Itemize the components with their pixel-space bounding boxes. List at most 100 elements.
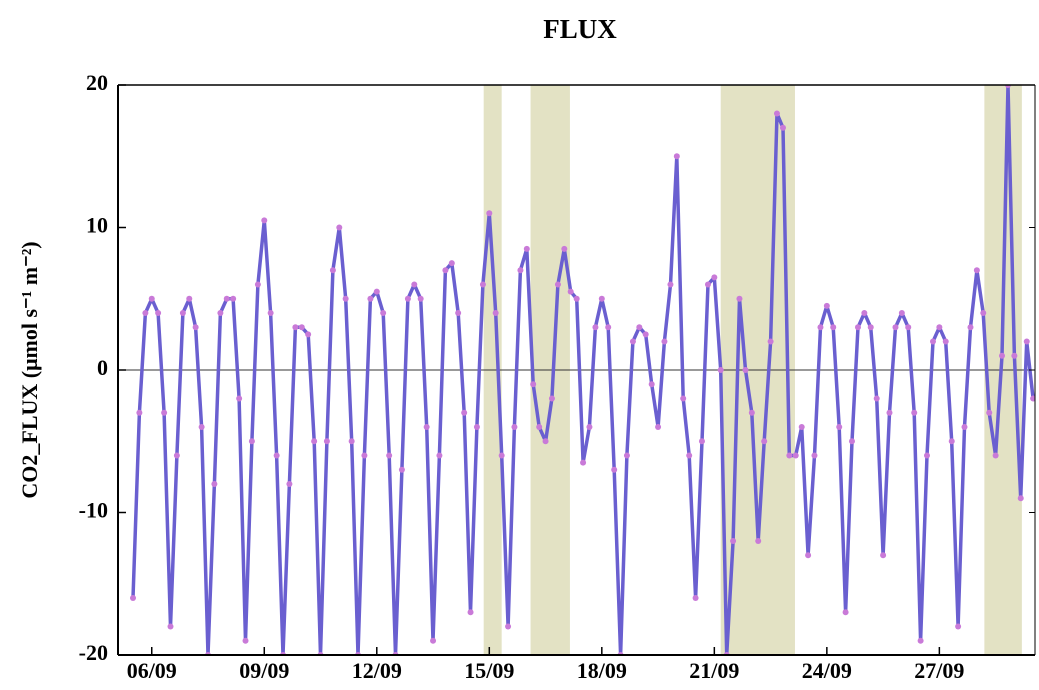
data-point — [511, 424, 518, 430]
data-point — [248, 438, 255, 445]
data-point — [198, 424, 205, 430]
data-point — [730, 538, 737, 544]
data-point — [711, 274, 718, 281]
data-point — [211, 481, 218, 487]
data-point — [1023, 338, 1030, 345]
x-tick-label: 21/09 — [689, 658, 739, 683]
chart-title: FLUX — [543, 14, 617, 44]
data-point — [823, 302, 830, 309]
data-point — [404, 295, 411, 302]
data-point — [611, 466, 618, 473]
data-point — [873, 395, 880, 402]
data-point — [298, 324, 305, 331]
data-point — [779, 124, 786, 131]
data-point — [955, 623, 962, 630]
data-point — [479, 281, 486, 288]
data-point — [548, 395, 555, 402]
data-point — [523, 245, 530, 252]
y-tick-label: 10 — [86, 213, 108, 238]
data-point — [142, 310, 149, 316]
data-point — [605, 324, 612, 331]
data-point — [592, 324, 599, 331]
data-point — [286, 481, 293, 487]
data-point — [505, 623, 512, 630]
y-tick-label: -10 — [79, 498, 108, 523]
data-point — [586, 424, 593, 430]
data-point — [836, 424, 843, 430]
x-tick-label: 06/09 — [127, 658, 177, 683]
data-point — [336, 224, 343, 231]
data-point — [386, 452, 393, 459]
x-tick-label: 24/09 — [802, 658, 852, 683]
data-point — [704, 281, 711, 288]
data-point — [655, 424, 662, 430]
data-point — [236, 395, 243, 402]
data-point — [473, 424, 480, 430]
data-point — [186, 295, 193, 302]
data-point — [998, 352, 1005, 359]
data-point — [698, 438, 705, 445]
data-point — [430, 637, 437, 644]
data-point — [155, 310, 162, 316]
plot-area — [118, 85, 1035, 655]
data-point — [261, 217, 268, 224]
data-point — [192, 324, 199, 331]
data-point — [623, 452, 630, 459]
x-tick-label: 18/09 — [577, 658, 627, 683]
data-point — [892, 324, 899, 331]
data-point — [854, 324, 861, 331]
data-point — [805, 552, 812, 559]
data-point — [629, 338, 636, 345]
data-point — [292, 324, 299, 331]
data-point — [680, 395, 687, 402]
data-point — [748, 409, 755, 416]
data-point — [230, 295, 237, 302]
y-tick-label: -20 — [79, 640, 108, 665]
data-point — [530, 381, 537, 388]
data-point — [1011, 352, 1018, 359]
data-point — [461, 409, 468, 416]
data-point — [423, 424, 430, 430]
data-point — [348, 438, 355, 445]
data-point — [692, 595, 699, 601]
data-point — [305, 331, 312, 338]
y-tick-label: 0 — [97, 355, 108, 380]
data-point — [380, 310, 387, 316]
data-point — [736, 295, 743, 302]
data-point — [161, 409, 168, 416]
data-point — [398, 466, 405, 473]
data-point — [254, 281, 261, 288]
data-point — [686, 452, 693, 459]
data-point — [217, 310, 224, 316]
x-tick-label: 15/09 — [464, 658, 514, 683]
data-point — [573, 295, 580, 302]
data-point — [367, 295, 374, 302]
data-point — [898, 310, 905, 316]
data-point — [148, 295, 155, 302]
data-point — [267, 310, 274, 316]
data-point — [442, 267, 449, 274]
data-point — [917, 637, 924, 644]
data-point — [361, 452, 368, 459]
data-point — [517, 267, 524, 274]
data-point — [942, 338, 949, 345]
data-point — [136, 409, 143, 416]
data-point — [673, 153, 680, 160]
data-point — [179, 310, 186, 316]
data-point — [842, 609, 849, 616]
data-point — [417, 295, 424, 302]
data-point — [986, 409, 993, 416]
data-point — [598, 295, 605, 302]
data-point — [242, 637, 249, 644]
data-point — [792, 452, 799, 459]
data-point — [130, 595, 137, 601]
data-point — [636, 324, 643, 331]
data-point — [948, 438, 955, 445]
data-point — [561, 245, 568, 252]
data-point — [411, 281, 418, 288]
data-point — [980, 310, 987, 316]
data-point — [486, 210, 493, 217]
data-point — [542, 438, 549, 445]
data-point — [580, 459, 587, 466]
